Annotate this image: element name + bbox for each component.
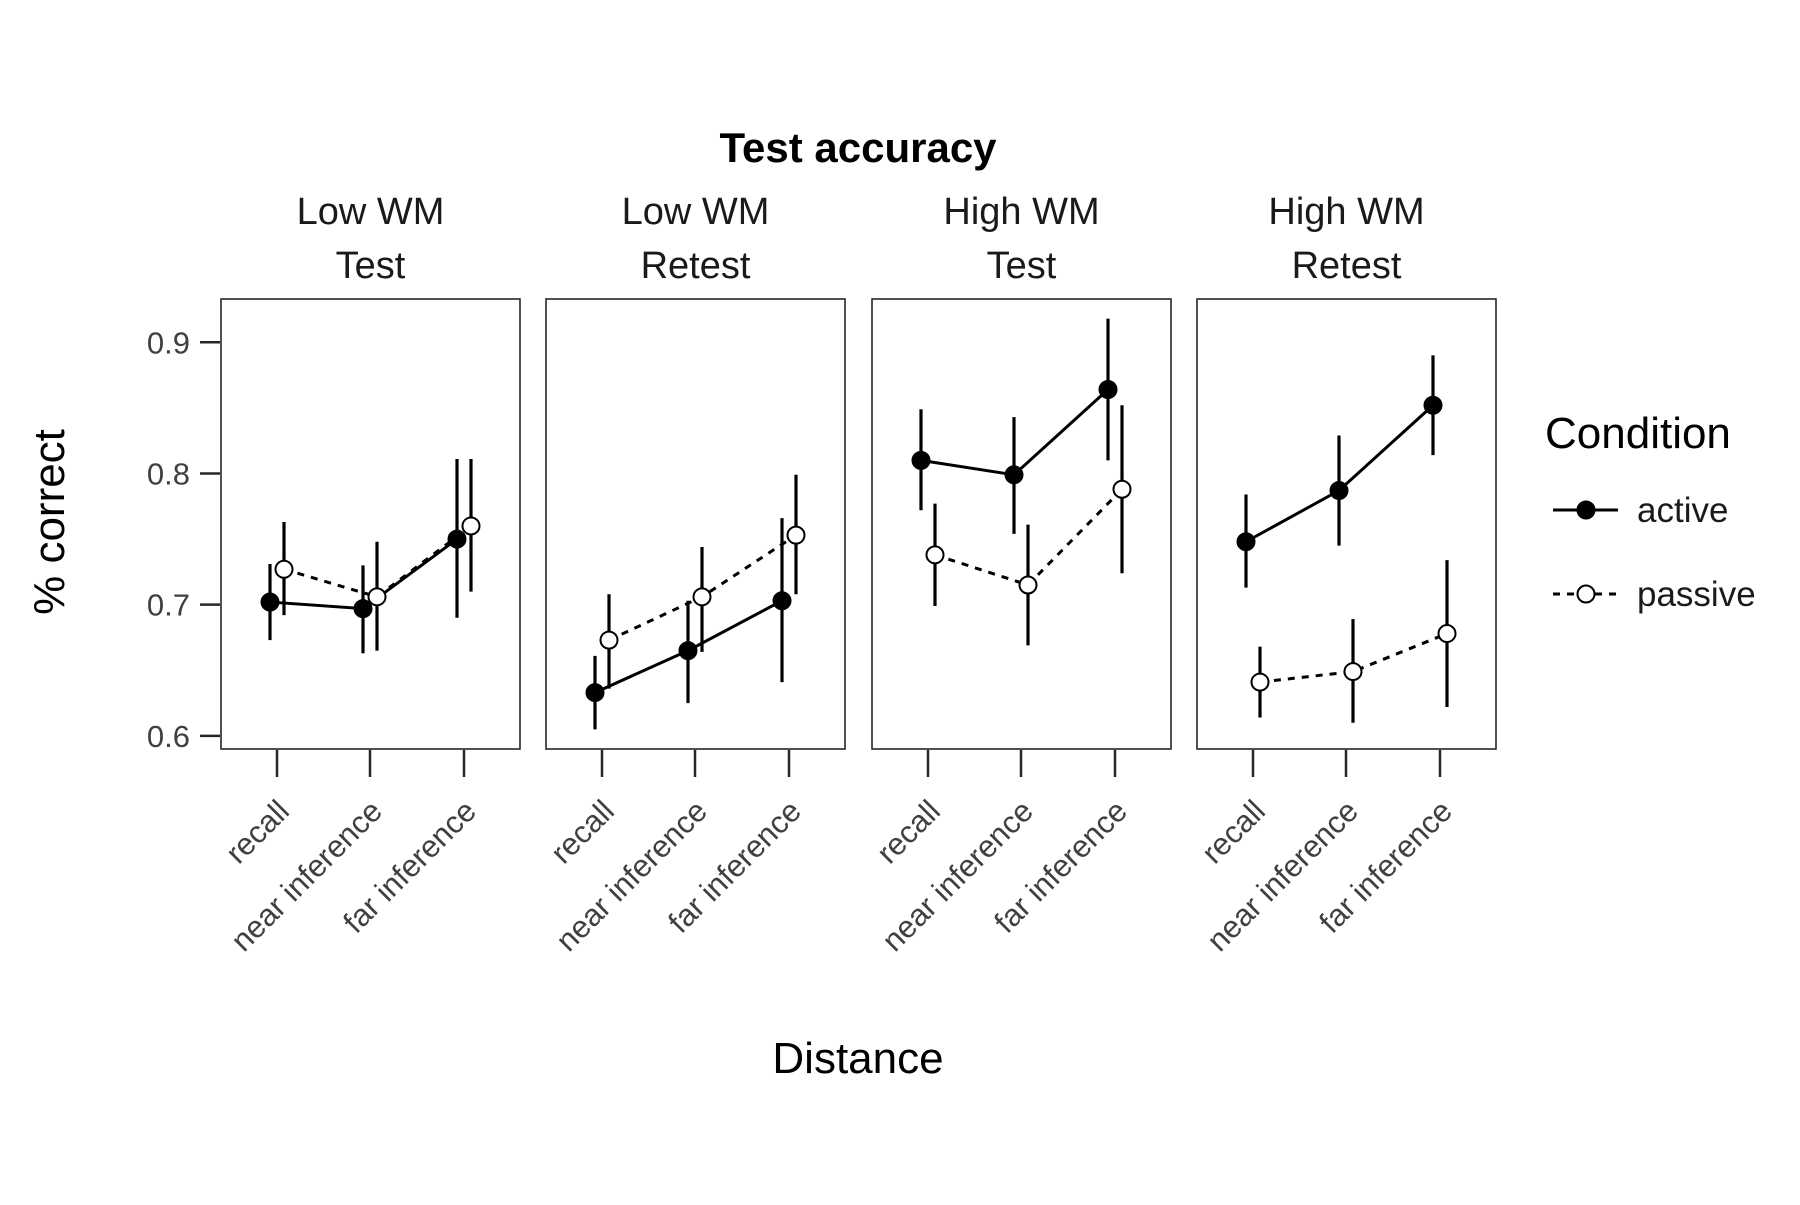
y-tick-label: 0.7	[147, 588, 190, 623]
legend: Condition active passive	[1545, 409, 1756, 614]
x-tick-label: recall	[870, 793, 947, 870]
facet-label-line1: High WM	[943, 191, 1099, 233]
chart-title: Test accuracy	[719, 124, 997, 171]
series-line-passive	[1259, 632, 1448, 684]
data-point-passive	[925, 545, 945, 565]
facet-label-line2: Test	[987, 245, 1057, 287]
y-tick-label: 0.8	[147, 456, 190, 491]
data-point-passive	[599, 630, 619, 650]
panel-frame	[871, 298, 1172, 750]
panel-frame	[1196, 298, 1497, 750]
data-point-active	[353, 599, 373, 619]
panel-frame	[220, 298, 521, 750]
data-point-active	[1004, 465, 1024, 485]
data-point-active	[1329, 481, 1349, 501]
data-point-passive	[461, 516, 481, 536]
data-point-active	[447, 529, 467, 549]
legend-title: Condition	[1545, 409, 1731, 458]
y-tick-label: 0.9	[147, 325, 190, 360]
data-point-active	[678, 641, 698, 661]
x-axis-title: Distance	[772, 1034, 943, 1083]
panel-frame	[545, 298, 846, 750]
x-tick-label: recall	[544, 793, 621, 870]
facet-label-line1: Low WM	[622, 191, 770, 233]
data-point-active	[260, 592, 280, 612]
data-point-active	[585, 683, 605, 703]
data-point-passive	[1018, 575, 1038, 595]
legend-marker-active	[1576, 500, 1596, 520]
data-point-active	[911, 450, 931, 470]
data-point-passive	[274, 559, 294, 579]
data-point-active	[1098, 380, 1118, 400]
data-point-active	[1423, 395, 1443, 415]
data-point-passive	[1112, 479, 1132, 499]
data-point-passive	[1250, 672, 1270, 692]
facet-label-line1: High WM	[1268, 191, 1424, 233]
facet-label-line2: Test	[336, 245, 406, 287]
series-line-passive	[283, 524, 472, 599]
data-point-passive	[692, 587, 712, 607]
data-point-passive	[1343, 662, 1363, 682]
data-point-active	[1236, 532, 1256, 552]
legend-marker-passive	[1576, 584, 1596, 604]
legend-label-active: active	[1637, 491, 1728, 530]
facet-label-line1: Low WM	[297, 191, 445, 233]
facet-label-line2: Retest	[641, 245, 751, 287]
data-point-active	[772, 591, 792, 611]
facet-label-line2: Retest	[1292, 245, 1402, 287]
x-tick-label: recall	[1195, 793, 1272, 870]
y-tick-label: 0.6	[147, 719, 190, 754]
legend-label-passive: passive	[1637, 575, 1756, 614]
data-point-passive	[1437, 624, 1457, 644]
y-axis-title: % correct	[25, 429, 74, 615]
data-point-passive	[367, 587, 387, 607]
series-line-passive	[934, 488, 1124, 587]
x-tick-label: recall	[219, 793, 296, 870]
data-point-passive	[786, 525, 806, 545]
